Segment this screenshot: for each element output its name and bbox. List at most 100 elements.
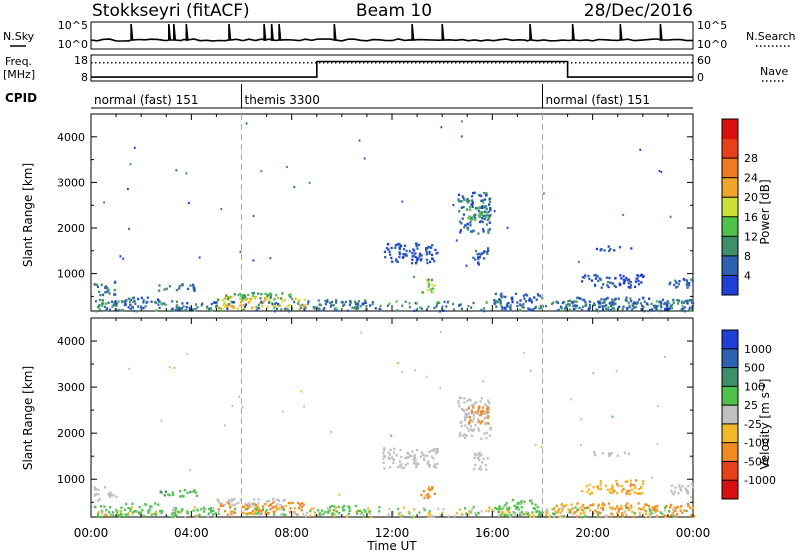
data-cell <box>487 422 490 425</box>
freq-trace <box>91 60 693 78</box>
data-cell <box>485 251 488 254</box>
data-cell <box>359 305 362 308</box>
data-cell <box>440 330 442 334</box>
data-cell <box>682 277 685 281</box>
data-cell <box>247 301 250 304</box>
data-cell <box>499 507 502 511</box>
data-cell <box>142 301 145 304</box>
data-cell <box>414 255 417 259</box>
data-cell <box>159 490 162 493</box>
data-cell <box>272 506 275 509</box>
data-cell <box>488 507 491 510</box>
data-cell <box>394 246 397 249</box>
data-cell <box>387 242 390 246</box>
data-cell <box>574 306 577 309</box>
data-cell <box>277 507 280 510</box>
data-cell <box>246 507 249 511</box>
data-cell <box>537 510 540 513</box>
data-cell <box>207 512 210 515</box>
data-cell <box>284 307 287 311</box>
data-cell <box>357 300 361 303</box>
data-cell <box>106 307 109 310</box>
data-cell <box>474 258 477 261</box>
data-cell <box>674 279 677 282</box>
data-cell <box>371 301 374 304</box>
data-cell <box>293 512 296 515</box>
data-cell <box>425 247 428 250</box>
data-cell <box>140 514 143 517</box>
data-cell <box>595 247 599 251</box>
data-cell <box>257 498 260 501</box>
data-cell <box>424 508 427 511</box>
data-cell <box>655 308 658 312</box>
data-cell <box>576 515 579 518</box>
data-cell <box>457 198 460 201</box>
data-cell <box>551 507 554 511</box>
data-cell <box>599 483 602 487</box>
data-cell <box>535 298 538 301</box>
data-cell <box>585 485 588 488</box>
nsky-tick-top: 10^5 <box>58 19 88 32</box>
data-cell <box>273 510 276 513</box>
data-cell <box>606 514 609 518</box>
colorbar-tick-label: 1000 <box>744 343 772 356</box>
data-cell <box>553 507 556 510</box>
data-cell <box>629 280 633 284</box>
data-cell <box>670 503 673 507</box>
data-cell <box>481 228 485 231</box>
data-cell <box>669 304 672 308</box>
data-cell <box>672 301 675 304</box>
data-cell <box>314 513 317 517</box>
data-cell <box>488 221 491 224</box>
data-cell <box>629 484 632 488</box>
data-cell <box>425 375 428 378</box>
data-cell <box>244 508 247 511</box>
data-cell <box>97 511 100 514</box>
data-cell <box>223 297 226 300</box>
data-cell <box>663 302 666 305</box>
data-cell <box>430 449 433 453</box>
data-cell <box>485 468 488 471</box>
data-cell <box>432 515 435 518</box>
data-cell <box>487 231 490 234</box>
data-cell <box>452 308 455 311</box>
data-cell <box>686 286 689 289</box>
data-cell <box>601 502 605 505</box>
data-cell <box>671 492 674 495</box>
data-cell <box>217 512 220 516</box>
data-cell <box>485 194 488 197</box>
data-cell <box>388 507 391 511</box>
data-cell <box>470 434 474 437</box>
data-cell <box>306 511 309 515</box>
data-cell <box>112 514 115 517</box>
data-cell <box>481 217 484 220</box>
data-cell <box>404 244 407 247</box>
data-cell <box>391 510 394 514</box>
data-cell <box>431 486 434 489</box>
data-cell <box>160 302 163 305</box>
data-cell <box>610 491 613 495</box>
data-cell <box>635 479 638 482</box>
data-cell <box>677 302 680 305</box>
data-cell <box>312 507 315 510</box>
data-cell <box>277 303 279 306</box>
data-cell <box>131 512 134 516</box>
data-cell <box>627 286 630 289</box>
data-cell <box>238 292 242 296</box>
data-cell <box>310 507 313 511</box>
data-cell <box>480 411 483 414</box>
data-cell <box>623 451 626 455</box>
data-cell <box>395 259 398 262</box>
data-cell <box>673 506 676 509</box>
data-cell <box>691 301 694 304</box>
y-tick-label: 3000 <box>57 381 85 394</box>
data-cell <box>189 284 192 287</box>
data-cell <box>136 510 139 513</box>
colorbar-tick-label: 25 <box>744 399 758 412</box>
data-cell <box>341 300 344 304</box>
data-cell <box>463 416 466 420</box>
data-cell <box>348 507 351 510</box>
data-cell <box>604 514 607 518</box>
